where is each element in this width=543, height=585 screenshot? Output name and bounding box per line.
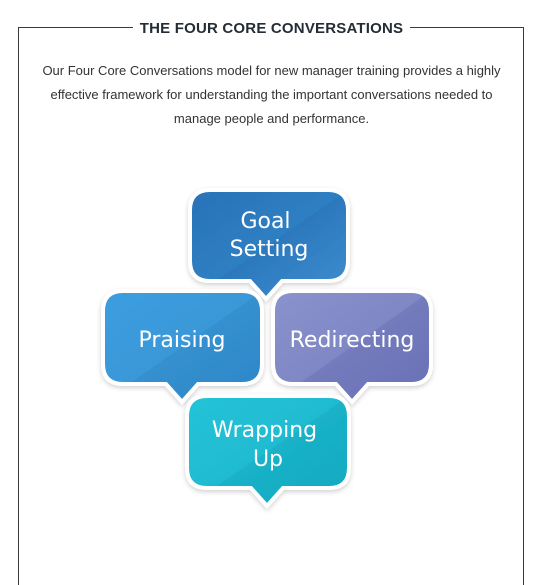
- bubble-praising-label: Praising: [138, 328, 225, 353]
- bubble-redirecting-label: Redirecting: [290, 328, 415, 353]
- bubble-wrapping-up: [185, 394, 351, 510]
- bubble-goal-setting-label: Goal Setting: [230, 209, 309, 262]
- section-title-text: THE FOUR CORE CONVERSATIONS: [132, 20, 411, 37]
- bubble-redirecting: [271, 289, 433, 406]
- bubble-praising: [101, 289, 264, 406]
- section-title: THE FOUR CORE CONVERSATIONS: [0, 16, 543, 39]
- bubble-goal-setting: [188, 188, 350, 303]
- bubble-wrapping-up-label: Wrapping Up: [212, 418, 324, 472]
- section-description: Our Four Core Conversations model for ne…: [42, 63, 501, 126]
